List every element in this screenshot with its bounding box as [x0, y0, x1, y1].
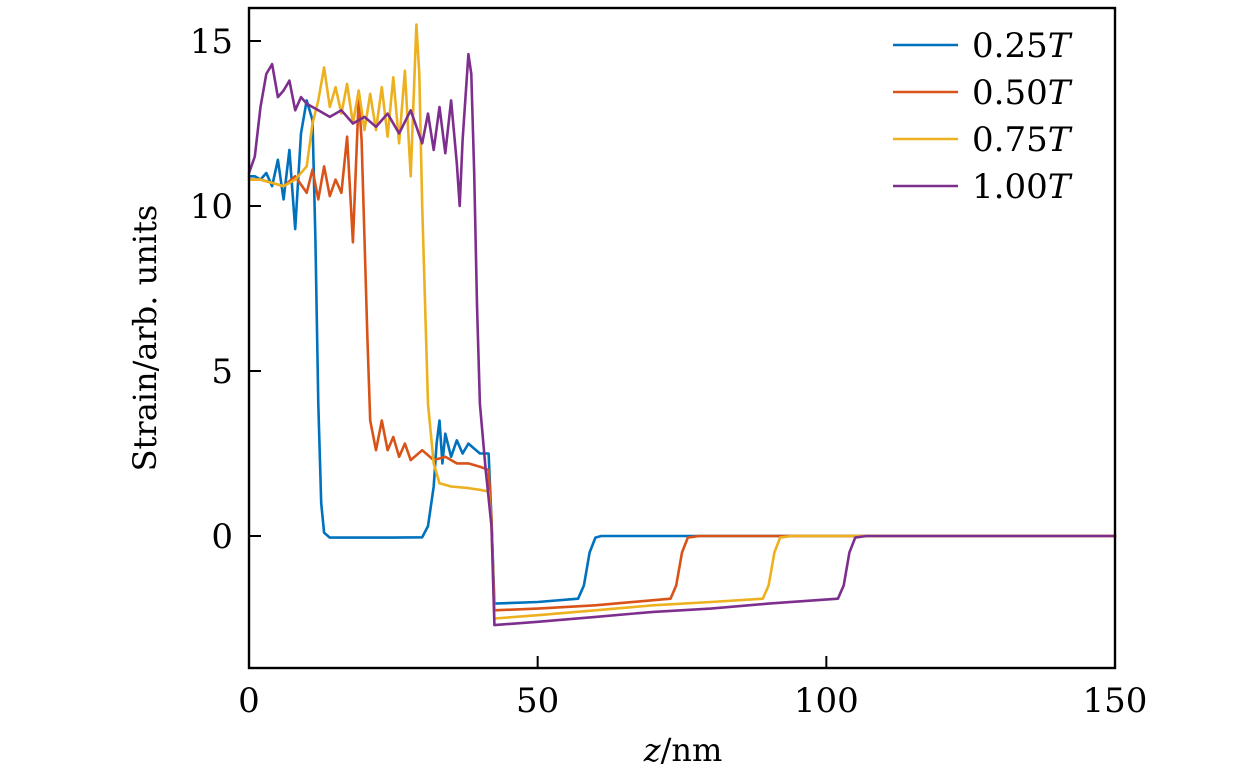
legend-label-number: 1.00	[972, 167, 1048, 207]
y-tick-label: 15	[190, 22, 233, 62]
y-tick-label: 10	[190, 187, 233, 227]
legend-label-variable: T	[1048, 26, 1073, 66]
y-tick-label: 5	[211, 352, 233, 392]
series-line-0.75	[247, 23, 1117, 620]
legend-label-number: 0.25	[972, 26, 1048, 66]
plot-frame	[247, 6, 1117, 670]
series-line-0.25	[247, 99, 1117, 605]
x-axis-label-variable: z	[643, 731, 662, 769]
x-axis-label: z/nm	[643, 731, 723, 769]
series-group	[247, 23, 1117, 627]
legend-label: 1.00T	[972, 167, 1073, 207]
series-line-0.50	[247, 95, 1117, 612]
legend-label-number: 0.75	[972, 120, 1048, 160]
x-axis-label-unit: /nm	[661, 731, 723, 769]
legend-label-variable: T	[1048, 120, 1073, 160]
legend-label: 0.25T	[972, 26, 1073, 66]
x-tick-label: 100	[794, 681, 859, 721]
legend-label-number: 0.50	[972, 73, 1048, 113]
y-tick-label: 0	[211, 517, 233, 557]
legend-label-variable: T	[1048, 73, 1073, 113]
legend-label: 0.50T	[972, 73, 1073, 113]
y-axis-label: Strain/arb. units	[126, 205, 164, 472]
x-tick-label: 0	[238, 681, 260, 721]
series-line-1.00	[247, 52, 1117, 627]
x-tick-label: 50	[516, 681, 559, 721]
legend-label: 0.75T	[972, 120, 1073, 160]
legend-label-variable: T	[1048, 167, 1073, 207]
x-tick-label: 150	[1083, 681, 1148, 721]
